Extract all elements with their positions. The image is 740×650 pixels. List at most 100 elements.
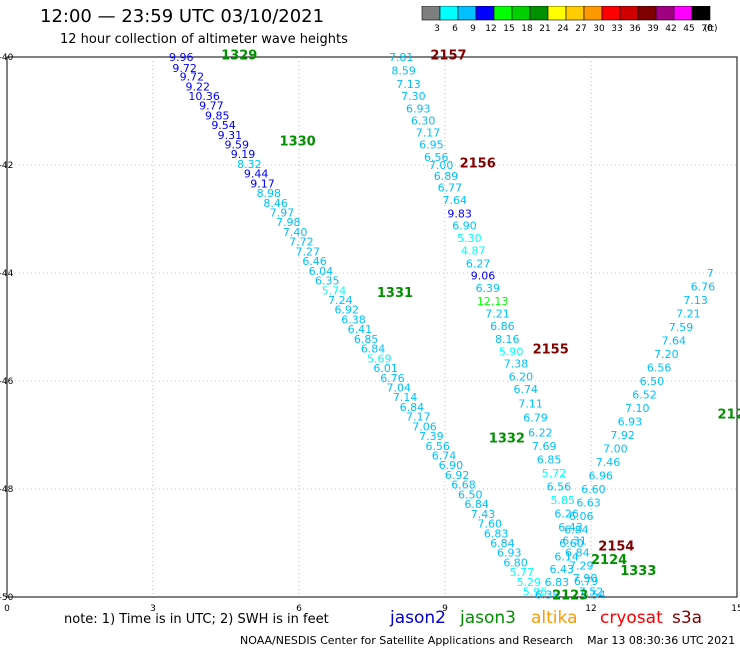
orbit-pass-label: 1331 xyxy=(377,286,413,301)
swh-value-label: 7.39 xyxy=(419,430,444,443)
x-tick-label: 12 xyxy=(585,604,596,614)
swh-value-label: 7.00 xyxy=(603,443,628,456)
colorbar-tick-label: 21 xyxy=(539,24,550,34)
swh-value-label: 6.50 xyxy=(458,488,483,501)
swh-value-label: 7.27 xyxy=(296,245,321,258)
note-text: note: 1) Time is in UTC; 2) SWH is in fe… xyxy=(64,612,329,627)
swh-value-label: 7.30 xyxy=(401,90,426,103)
orbit-pass-label: 2155 xyxy=(533,343,569,358)
colorbar-tick-label: 24 xyxy=(557,24,569,34)
swh-value-label: 6.06 xyxy=(569,510,594,523)
swh-value-label: 9.44 xyxy=(244,168,269,181)
swh-value-label: 6.26 xyxy=(554,507,579,520)
swh-value-label: 7.43 xyxy=(471,508,496,521)
colorbar-unit: (ft) xyxy=(704,24,718,34)
swh-value-label: 5.72 xyxy=(542,467,567,480)
swh-value-label: 7.24 xyxy=(328,294,353,307)
swh-value-label: 7.17 xyxy=(406,411,431,424)
colorbar-tick-label: 15 xyxy=(503,24,514,34)
swh-value-label: 7.72 xyxy=(289,236,314,249)
colorbar-tick-label: 6 xyxy=(452,24,458,34)
swh-value-label: 9.72 xyxy=(172,62,197,75)
swh-value-label: 6.56 xyxy=(425,440,450,453)
swh-value-label: 7.21 xyxy=(676,308,701,321)
swh-value-label: 6.52 xyxy=(632,389,657,402)
y-tick-label: -48 xyxy=(0,485,14,495)
swh-value-label: 6.76 xyxy=(691,281,716,294)
swh-value-label: 6.41 xyxy=(348,323,373,336)
orbit-pass-label: 1332 xyxy=(489,432,525,447)
colorbar-tick-label: 42 xyxy=(665,24,676,34)
swh-value-label: 6.31 xyxy=(562,534,587,547)
swh-value-label: 6.89 xyxy=(434,170,459,183)
swh-value-label: 6.93 xyxy=(406,102,431,115)
swh-value-label: 9.17 xyxy=(250,177,275,190)
colorbar-tick-label: 45 xyxy=(683,24,694,34)
legend-jason3: jason3 xyxy=(460,608,516,628)
orbit-pass-label: 2157 xyxy=(430,48,466,63)
orbit-pass-label: 1333 xyxy=(620,564,656,579)
swh-value-label: 7.17 xyxy=(416,127,441,140)
swh-value-label: 7.21 xyxy=(485,308,510,321)
swh-value-label: 7.06 xyxy=(412,420,437,433)
swh-value-label: 6.68 xyxy=(451,479,476,492)
swh-value-label: 6.84 xyxy=(565,547,590,560)
swh-value-label: 6.90 xyxy=(439,459,464,472)
swh-value-label: 6.93 xyxy=(497,547,522,560)
swh-value-label: 5.90 xyxy=(499,345,524,358)
orbit-pass-label: 1329 xyxy=(221,48,257,63)
swh-value-label: 6.01 xyxy=(373,362,398,375)
swh-value-label: 9.83 xyxy=(447,208,472,221)
swh-value-label: 8.16 xyxy=(495,333,520,346)
swh-value-label: 6.79 xyxy=(523,412,548,425)
swh-value-label: 4.87 xyxy=(461,244,486,257)
swh-value-label: 6.85 xyxy=(354,333,379,346)
swh-value-label: 9.22 xyxy=(186,81,211,94)
swh-value-label: 9.85 xyxy=(205,109,230,122)
colorbar-tick-label: 12 xyxy=(485,24,496,34)
y-tick-label: -46 xyxy=(0,377,14,387)
swh-value-label: 9.59 xyxy=(224,138,249,151)
swh-value-label: 6.50 xyxy=(640,375,665,388)
swh-value-label: 6.80 xyxy=(503,556,528,569)
y-tick-label: -40 xyxy=(0,53,14,63)
swh-value-label: 5.69 xyxy=(367,352,392,365)
swh-value-label: 6.56 xyxy=(647,362,672,375)
swh-value-label: 7.14 xyxy=(393,391,418,404)
swh-value-label: 6.30 xyxy=(411,115,436,128)
swh-value-label: 7.97 xyxy=(270,207,295,220)
swh-value-label: 7.29 xyxy=(569,560,594,573)
colorbar-tick-label: 27 xyxy=(575,24,586,34)
swh-value-label: 6.84 xyxy=(564,524,589,537)
swh-value-label: 7.60 xyxy=(478,518,503,531)
colorbar-tick-label: 36 xyxy=(629,24,641,34)
swh-value-label: 6.46 xyxy=(302,255,327,268)
legend-s3a: s3a xyxy=(672,608,703,628)
orbit-pass-label: 2123 xyxy=(552,588,588,603)
swh-value-label: 5.74 xyxy=(322,284,347,297)
swh-value-label: 6.79 xyxy=(574,575,599,588)
swh-value-label: 5.30 xyxy=(457,232,482,245)
swh-value-label: 6.84 xyxy=(400,401,425,414)
swh-value-label: 7.59 xyxy=(669,321,694,334)
orbit-pass-label: 2156 xyxy=(460,156,496,171)
swh-value-label: 7.00 xyxy=(429,159,454,172)
swh-value-label: 6.74 xyxy=(514,383,539,396)
swh-value-label: 6.77 xyxy=(438,182,463,195)
orbit-pass-label: 2154 xyxy=(598,540,634,555)
legend-altika: altika xyxy=(531,608,578,628)
swh-value-label: 8.98 xyxy=(257,187,282,200)
swh-value-label: 6.90 xyxy=(452,219,477,232)
legend-jason2: jason2 xyxy=(390,608,446,628)
page-title: 12:00 — 23:59 UTC 03/10/2021 xyxy=(40,6,325,27)
swh-value-label: 6.20 xyxy=(509,371,534,384)
swh-value-label: 7.20 xyxy=(654,348,679,361)
swh-value-label: 9.72 xyxy=(180,70,205,83)
y-tick-label: -44 xyxy=(0,269,14,279)
swh-value-label: 6.95 xyxy=(419,138,444,151)
swh-value-label: 6.60 xyxy=(581,483,606,496)
swh-value-label: 5.29 xyxy=(516,576,541,589)
swh-value-label: 6.85 xyxy=(537,453,562,466)
swh-value-label: 9.77 xyxy=(199,100,224,113)
swh-value-label: 6.93 xyxy=(618,416,643,429)
